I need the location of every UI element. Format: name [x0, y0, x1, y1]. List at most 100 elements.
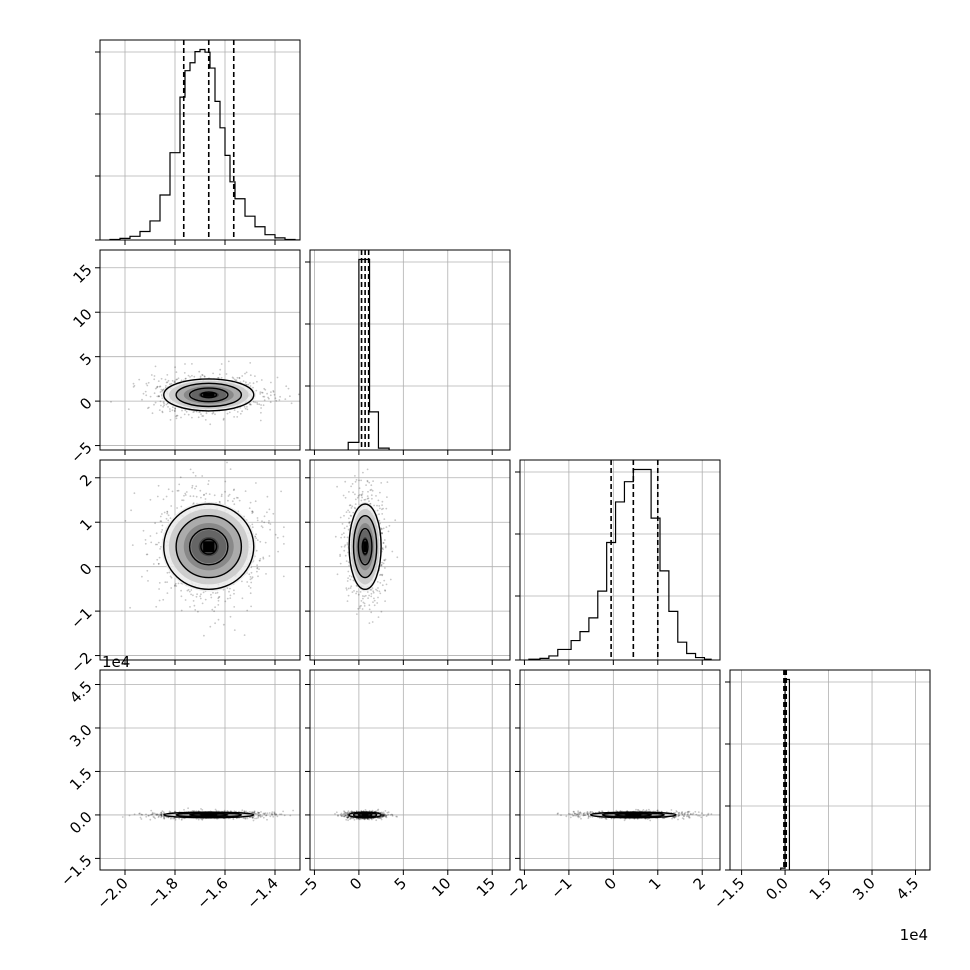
- sample-point: [573, 810, 575, 813]
- sample-point: [379, 574, 381, 576]
- sample-point: [203, 494, 205, 496]
- sample-point: [363, 499, 366, 501]
- sample-point: [218, 500, 221, 503]
- sample-point: [707, 812, 710, 815]
- sample-point: [349, 521, 351, 523]
- sample-point: [203, 375, 206, 378]
- sample-point: [179, 476, 182, 479]
- sample-point: [190, 593, 193, 596]
- sample-point: [263, 813, 266, 816]
- x-tick-label: 10: [428, 874, 454, 900]
- sample-point: [381, 574, 384, 577]
- sample-point: [175, 414, 178, 417]
- sample-point: [271, 811, 274, 813]
- sample-point: [368, 818, 370, 821]
- sample-point: [272, 391, 275, 393]
- sample-point: [256, 403, 259, 405]
- sample-point: [190, 589, 193, 591]
- sample-point: [387, 530, 390, 533]
- sample-point: [261, 391, 264, 394]
- sample-point: [217, 597, 220, 600]
- sample-point: [248, 507, 251, 510]
- sample-point: [157, 541, 160, 544]
- sample-point: [344, 815, 346, 817]
- sample-point: [267, 396, 269, 399]
- sample-point: [174, 366, 177, 369]
- sample-point: [375, 810, 377, 813]
- sample-point: [356, 613, 358, 615]
- sample-point: [214, 622, 217, 625]
- sample-point: [163, 402, 165, 405]
- sample-point: [347, 811, 349, 814]
- sample-point: [387, 813, 390, 816]
- sample-point: [149, 498, 152, 501]
- sample-point: [167, 406, 169, 408]
- contour-line: [163, 378, 255, 412]
- sample-point: [141, 575, 143, 578]
- sample-point: [217, 377, 219, 379]
- sample-point: [256, 519, 259, 522]
- sample-point: [343, 549, 346, 552]
- sample-point: [163, 817, 166, 819]
- sample-point: [601, 810, 603, 812]
- sample-point: [389, 578, 392, 581]
- sample-point: [200, 496, 202, 499]
- sample-point: [375, 819, 378, 822]
- sample-point: [251, 816, 254, 818]
- sample-point: [229, 597, 232, 599]
- sample-point: [171, 409, 174, 412]
- sample-point: [147, 580, 149, 582]
- sample-point: [243, 634, 246, 636]
- sample-point: [227, 499, 229, 502]
- sample-point: [383, 815, 386, 818]
- sample-point: [163, 817, 165, 819]
- sample-point: [155, 532, 158, 535]
- sample-point: [196, 593, 199, 596]
- sample-point: [191, 486, 194, 489]
- sample-point: [390, 813, 393, 816]
- sample-point: [202, 591, 205, 594]
- sample-point: [272, 512, 275, 515]
- sample-point: [228, 411, 231, 414]
- sample-point: [176, 378, 179, 381]
- sample-point: [382, 542, 385, 544]
- sample-point: [358, 494, 361, 496]
- sample-point: [369, 489, 372, 492]
- sample-point: [161, 513, 163, 515]
- sample-point: [384, 589, 386, 592]
- sample-point: [151, 813, 153, 816]
- sample-point: [157, 395, 160, 397]
- sample-point: [697, 814, 699, 817]
- sample-point: [184, 494, 187, 496]
- y-tick-label: −5: [67, 438, 95, 466]
- sample-point: [674, 812, 677, 814]
- sample-point: [157, 563, 160, 565]
- sample-point: [195, 495, 198, 498]
- sample-point: [151, 813, 154, 816]
- sample-point: [379, 491, 381, 494]
- sample-point: [249, 592, 252, 595]
- sample-point: [163, 817, 166, 820]
- sample-point: [168, 571, 171, 574]
- sample-point: [233, 378, 236, 381]
- sample-point: [142, 392, 145, 395]
- sample-point: [334, 813, 336, 815]
- sample-point: [220, 363, 223, 365]
- sample-point: [233, 497, 236, 500]
- sample-point: [346, 816, 349, 819]
- sample-point: [282, 575, 285, 578]
- contour-line: [175, 812, 243, 818]
- sample-point: [269, 394, 272, 397]
- sample-point: [155, 813, 158, 816]
- sample-point: [205, 412, 208, 415]
- sample-point: [349, 818, 351, 820]
- sample-point: [153, 392, 156, 395]
- sample-point: [146, 553, 149, 556]
- sample-point: [217, 618, 220, 621]
- sample-point: [263, 387, 266, 390]
- sample-point: [246, 408, 249, 411]
- sample-point: [158, 385, 161, 388]
- sample-point: [377, 596, 379, 599]
- sample-point: [345, 511, 348, 513]
- sample-point: [263, 399, 266, 402]
